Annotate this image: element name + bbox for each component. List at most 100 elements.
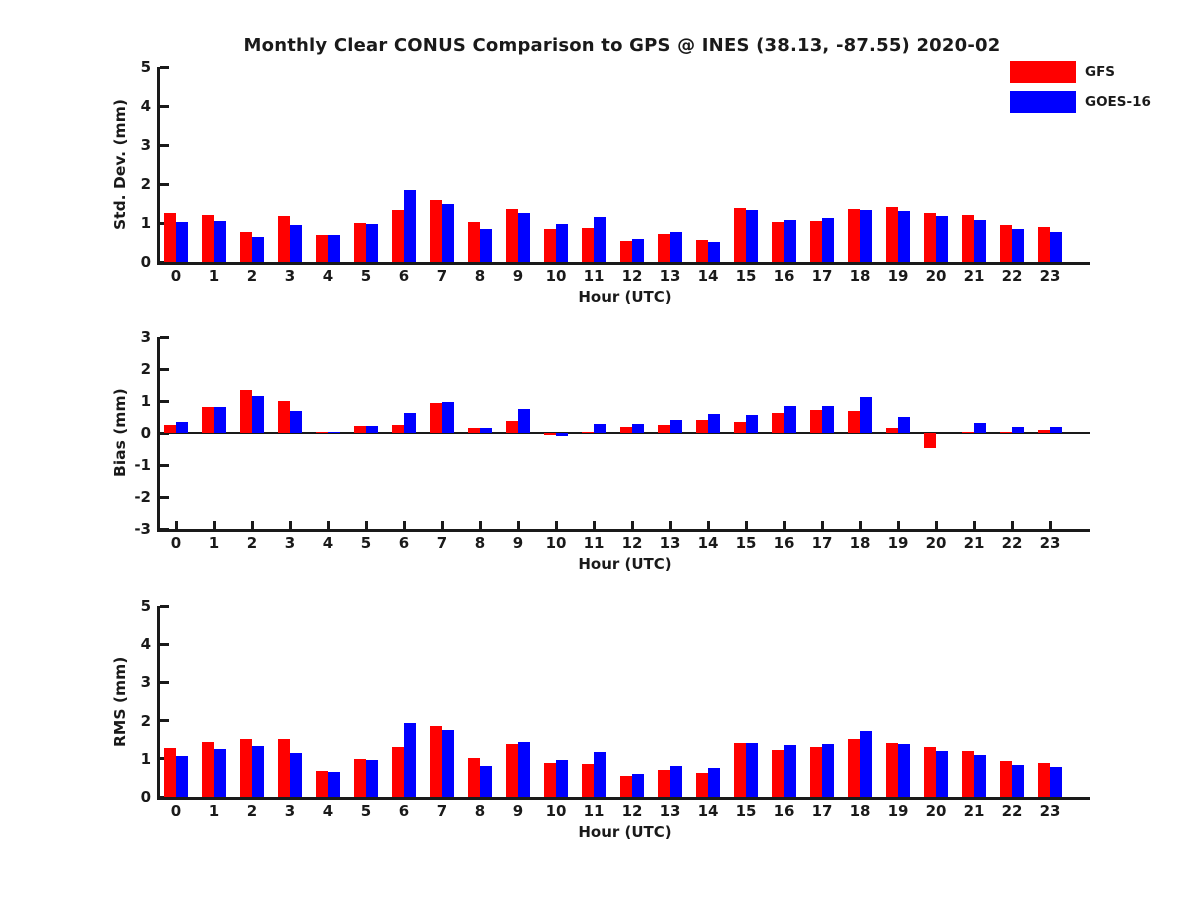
x-tick-label: 19 — [887, 802, 909, 820]
bar-goes16-h23 — [1050, 427, 1062, 433]
bar-goes16-h7 — [442, 730, 454, 797]
bar-goes16-h15 — [746, 415, 758, 433]
y-tick-label: 0 — [140, 424, 151, 442]
x-tick-label: 5 — [360, 534, 372, 552]
x-tick-label: 0 — [170, 534, 182, 552]
x-tick-label: 14 — [697, 802, 719, 820]
bar-gfs-h4 — [316, 432, 328, 433]
bar-goes16-h22 — [1012, 426, 1024, 433]
bar-goes16-h11 — [594, 752, 606, 797]
x-tick-label: 3 — [284, 802, 296, 820]
bar-goes16-h22 — [1012, 229, 1024, 262]
bias-chart: Hour (UTC) -3 -2 -1 0 1 2 3 0 1 2 3 4 5 6 7 8 9 10 11 12 13 1… — [134, 328, 1090, 573]
bar-gfs-h5 — [354, 426, 366, 433]
bar-goes16-h12 — [632, 239, 644, 262]
bar-gfs-h17 — [810, 409, 822, 433]
bar-goes16-h14 — [708, 413, 720, 433]
y-tick — [160, 182, 169, 186]
x-tick-label: 10 — [545, 267, 567, 285]
x-tick-label: 11 — [583, 267, 605, 285]
bar-goes16-h17 — [822, 406, 834, 433]
bar-goes16-h19 — [898, 417, 910, 433]
bar-gfs-h10 — [544, 763, 556, 797]
bar-goes16-h2 — [252, 237, 264, 262]
bar-goes16-h6 — [404, 189, 416, 262]
x-tick-label: 13 — [659, 534, 681, 552]
bar-gfs-h0 — [164, 748, 176, 797]
bar-goes16-h20 — [936, 215, 948, 262]
x-tick-label: 6 — [398, 267, 410, 285]
bar-gfs-h2 — [240, 389, 252, 433]
bar-goes16-h4 — [328, 235, 340, 262]
x-tick — [934, 521, 938, 529]
bar-goes16-h18 — [860, 396, 872, 433]
bar-goes16-h20 — [936, 751, 948, 797]
bar-gfs-h22 — [1000, 225, 1012, 262]
x-tick-label: 13 — [659, 267, 681, 285]
bar-gfs-h11 — [582, 227, 594, 262]
x-tick-label: 16 — [773, 267, 795, 285]
y-tick-label: 4 — [140, 97, 151, 115]
x-tick — [1048, 521, 1052, 529]
legend-row-goes16: GOES-16 — [1010, 91, 1151, 113]
legend-label-gfs: GFS — [1085, 64, 1116, 80]
x-tick-label: 14 — [697, 534, 719, 552]
x-tick — [478, 521, 482, 529]
bar-gfs-h4 — [316, 234, 328, 262]
bar-goes16-h9 — [518, 409, 530, 433]
bar-gfs-h11 — [582, 432, 594, 433]
x-tick-label: 8 — [474, 267, 486, 285]
bar-gfs-h3 — [278, 401, 290, 433]
legend: GFS GOES-16 — [1010, 61, 1151, 121]
bar-gfs-h8 — [468, 758, 480, 797]
y-tick-label: 3 — [140, 673, 151, 692]
bar-gfs-h22 — [1000, 761, 1012, 797]
bar-goes16-h21 — [974, 422, 986, 433]
bar-gfs-h0 — [164, 424, 176, 433]
legend-label-goes16: GOES-16 — [1085, 94, 1151, 110]
bar-goes16-h16 — [784, 405, 796, 433]
x-tick-label: 20 — [925, 534, 947, 552]
bar-goes16-h15 — [746, 210, 758, 262]
x-tick-label: 17 — [811, 534, 833, 552]
y-tick — [160, 680, 169, 684]
bar-gfs-h14 — [696, 772, 708, 797]
x-tick-label: 9 — [512, 802, 524, 820]
x-tick — [516, 521, 520, 529]
bar-goes16-h0 — [176, 756, 188, 797]
x-tick-label: 2 — [246, 534, 258, 552]
bar-gfs-h6 — [392, 746, 404, 797]
x-tick-label: 15 — [735, 534, 757, 552]
x-tick-label: 11 — [583, 802, 605, 820]
y-tick — [160, 399, 169, 403]
y-tick-label: 1 — [140, 749, 151, 768]
bar-goes16-h3 — [290, 753, 302, 797]
bar-gfs-h13 — [658, 234, 670, 262]
bar-goes16-h6 — [404, 412, 416, 433]
x-tick — [782, 521, 786, 529]
bar-goes16-h1 — [214, 748, 226, 797]
x-tick-label: 23 — [1039, 267, 1061, 285]
y-tick-label: 0 — [140, 788, 151, 806]
x-tick-label: 6 — [398, 802, 410, 820]
x-tick-label: 7 — [436, 534, 448, 552]
bar-goes16-h12 — [632, 773, 644, 797]
x-axis-label: Hour (UTC) — [578, 555, 672, 573]
y-tick — [160, 604, 169, 608]
legend-swatch-gfs — [1010, 61, 1076, 83]
bar-gfs-h3 — [278, 738, 290, 797]
y-tick-label: 2 — [140, 711, 151, 730]
bar-gfs-h11 — [582, 763, 594, 797]
x-tick-label: 8 — [474, 534, 486, 552]
x-tick-label: 18 — [849, 267, 871, 285]
x-tick-label: 11 — [583, 534, 605, 552]
y-tick-label: -2 — [134, 488, 151, 506]
y-tick — [160, 719, 169, 723]
bar-goes16-h21 — [974, 219, 986, 262]
bar-goes16-h15 — [746, 742, 758, 797]
bar-goes16-h14 — [708, 241, 720, 262]
x-tick-label: 12 — [621, 534, 643, 552]
x-tick-label: 22 — [1001, 802, 1023, 820]
bar-gfs-h20 — [924, 746, 936, 797]
x-tick-label: 2 — [246, 802, 258, 820]
